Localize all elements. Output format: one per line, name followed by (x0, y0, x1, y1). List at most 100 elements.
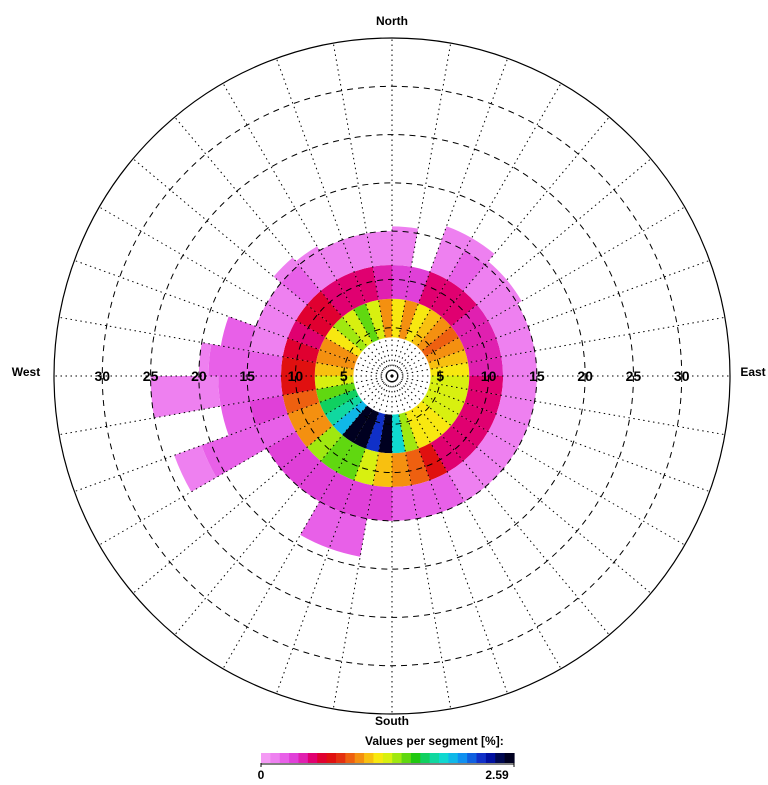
spoke-line-12 (391, 375, 685, 546)
rose-segment-ring3-sector-20 (319, 472, 355, 513)
rose-segment-ring2-sector-7 (464, 338, 502, 363)
spoke-line-4 (391, 116, 610, 377)
rose-segment-ring1-sector-20 (353, 409, 379, 449)
rose-segment-ring3-sector-7 (496, 326, 535, 357)
colorbar-cell-15 (401, 753, 412, 763)
rose-segment-ring3-sector-31 (281, 265, 321, 305)
rose-segment-ring3-sector-28 (249, 326, 288, 357)
colorbar-cell-13 (382, 753, 393, 763)
rose-segment-ring2-sector-13 (441, 425, 478, 462)
spoke-line-5 (391, 158, 652, 377)
colorbar-min-label: 0 (258, 768, 265, 782)
colorbar-cell-25 (495, 753, 506, 763)
colorbar-cell-21 (457, 753, 468, 763)
spoke-line-16 (391, 375, 509, 694)
colorbar-cell-22 (467, 753, 478, 763)
colorbar-cell-1 (270, 753, 281, 763)
rose-segment-ring2-sector-12 (451, 414, 489, 448)
range-circle-30 (101, 85, 683, 667)
rose-segment-ring2-sector-33 (336, 271, 366, 310)
rose-segment-ring1-sector-21 (342, 405, 373, 443)
spoke-line-34 (275, 58, 393, 377)
rose-segment-ring2-sector-29 (287, 320, 326, 350)
rose-segment-ring3-sector-22 (281, 447, 321, 487)
spoke-line-23 (132, 375, 393, 594)
spoke-line-31 (132, 158, 393, 377)
rose-segment-ring1-sector-12 (421, 395, 459, 426)
colorbar-cell-20 (448, 753, 459, 763)
rose-segment-ring1-sector-14 (411, 405, 442, 443)
spoke-line-19 (332, 375, 393, 709)
colorbar-cell-12 (373, 753, 384, 763)
rose-segment-ring1-sector-0 (392, 298, 406, 338)
labels-layer: North East South West (12, 14, 766, 728)
colorbar-cell-10 (354, 753, 365, 763)
radial-tick-east-30: 30 (674, 368, 690, 384)
rose-segment-ring2-sector-4 (441, 290, 478, 327)
spoke-line-20 (275, 375, 393, 694)
rose-extension-segment-2 (464, 238, 495, 266)
rose-extension-segment-16 (198, 342, 212, 376)
colorbar-cell-0 (261, 753, 271, 763)
rose-segment-ring3-sector-35 (366, 231, 392, 267)
spoke-line-8 (391, 316, 725, 377)
rose-extension-segment-10 (208, 344, 250, 376)
colorbar: Values per segment [%]: 0 2.59 (258, 734, 515, 782)
rose-segment-ring2-sector-6 (458, 320, 497, 350)
rose-segment-ring3-sector-16 (411, 480, 442, 519)
rose-segment-ring1-sector-15 (405, 409, 431, 449)
radial-tick-west-10: 10 (288, 368, 304, 384)
spoke-line-28 (59, 316, 393, 377)
rose-extension-segment-15 (150, 376, 221, 418)
rose-segment-ring2-sector-5 (451, 304, 489, 338)
colorbar-cell-4 (298, 753, 309, 763)
rose-segment-ring1-sector-17 (392, 414, 406, 454)
spoke-line-26 (59, 375, 393, 436)
spoke-line-24 (99, 375, 393, 546)
rose-segment-ring3-sector-32 (298, 250, 337, 291)
rose-segment-ring3-sector-5 (477, 282, 518, 321)
sectors-layer (150, 226, 537, 557)
radial-tick-east-25: 25 (626, 368, 642, 384)
rose-segment-ring1-sector-13 (416, 400, 452, 436)
rose-segment-ring1-sector-4 (416, 316, 452, 352)
rose-segment-ring3-sector-13 (463, 447, 503, 487)
rose-segment-ring3-sector-3 (447, 250, 486, 291)
rose-segment-ring1-sector-34 (365, 299, 386, 340)
spoke-line-1 (391, 43, 452, 377)
range-circle-15 (246, 230, 538, 522)
rose-segment-ring2-sector-16 (405, 448, 430, 486)
radial-tick-east-5: 5 (436, 368, 444, 384)
rose-segment-ring3-sector-15 (429, 472, 465, 513)
colorbar-cells (260, 753, 515, 767)
rose-segment-ring1-sector-19 (365, 412, 386, 453)
rose-segment-ring1-sector-22 (332, 400, 368, 436)
rose-segment-ring2-sector-25 (282, 389, 320, 414)
colorbar-title: Values per segment [%]: (365, 734, 504, 748)
rose-extension-segment-1 (441, 226, 472, 251)
rose-segment-ring3-sector-23 (266, 431, 307, 470)
rose-segment-ring2-sector-21 (320, 435, 354, 473)
rose-segment-ring3-sector-8 (501, 350, 537, 376)
colorbar-cell-5 (307, 753, 318, 763)
rose-segment-ring3-sector-9 (501, 376, 537, 402)
rose-segment-ring2-sector-31 (306, 290, 343, 327)
rose-segment-ring2-sector-23 (295, 414, 333, 448)
range-circle-20 (198, 182, 586, 570)
spoke-line-10 (391, 375, 725, 436)
rose-segment-ring3-sector-11 (488, 413, 529, 449)
range-circle-5 (343, 327, 441, 425)
rose-segment-ring2-sector-10 (464, 389, 502, 414)
spoke-line-7 (391, 259, 710, 377)
radial-tick-east-20: 20 (577, 368, 593, 384)
rose-segment-ring1-sector-24 (319, 389, 359, 415)
radial-tick-west-30: 30 (94, 368, 110, 384)
rose-segment-ring3-sector-27 (247, 350, 283, 376)
colorbar-cell-23 (476, 753, 487, 763)
direction-south-label: South (375, 714, 409, 728)
rose-segment-ring2-sector-34 (354, 266, 379, 304)
rose-extension-segment-6 (300, 501, 343, 549)
colorbar-cell-14 (392, 753, 403, 763)
rose-segment-ring2-sector-15 (418, 442, 448, 481)
rose-segment-ring3-sector-25 (249, 395, 288, 426)
